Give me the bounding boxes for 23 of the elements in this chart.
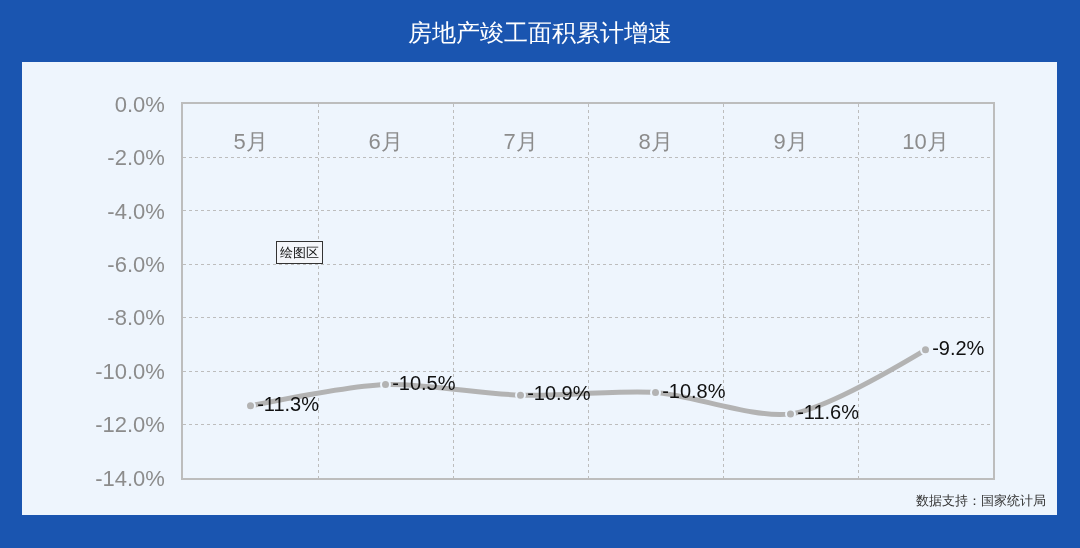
chart-title: 房地产竣工面积累计增速 — [408, 19, 672, 47]
data-label: -10.5% — [392, 371, 456, 394]
text: 数据支持：国家统计局 — [916, 493, 1046, 508]
y-tick-label: -10.0% — [95, 358, 165, 384]
x-tick-label: 7月 — [503, 129, 538, 154]
x-tick-label: 8月 — [638, 129, 673, 154]
data-label: -9.2% — [932, 336, 985, 359]
annotation: 绘图区 — [280, 245, 319, 260]
data-label: -11.6% — [797, 400, 860, 423]
y-tick-label: -14.0% — [95, 465, 165, 491]
y-tick-label: -8.0% — [107, 305, 165, 331]
y-tick-label: -6.0% — [107, 251, 165, 277]
data-label: -10.9% — [527, 382, 591, 405]
y-tick-label: -12.0% — [95, 412, 165, 438]
x-tick-label: 9月 — [773, 129, 808, 154]
x-tick-label: 6月 — [368, 129, 403, 154]
data-label: -11.3% — [257, 392, 320, 415]
x-tick-label: 10月 — [902, 129, 949, 154]
y-tick-label: -2.0% — [107, 145, 165, 171]
y-tick-label: 0.0% — [114, 91, 165, 117]
y-tick-label: -4.0% — [107, 198, 165, 224]
data-label: -10.8% — [662, 379, 726, 402]
x-tick-label: 5月 — [233, 129, 268, 154]
